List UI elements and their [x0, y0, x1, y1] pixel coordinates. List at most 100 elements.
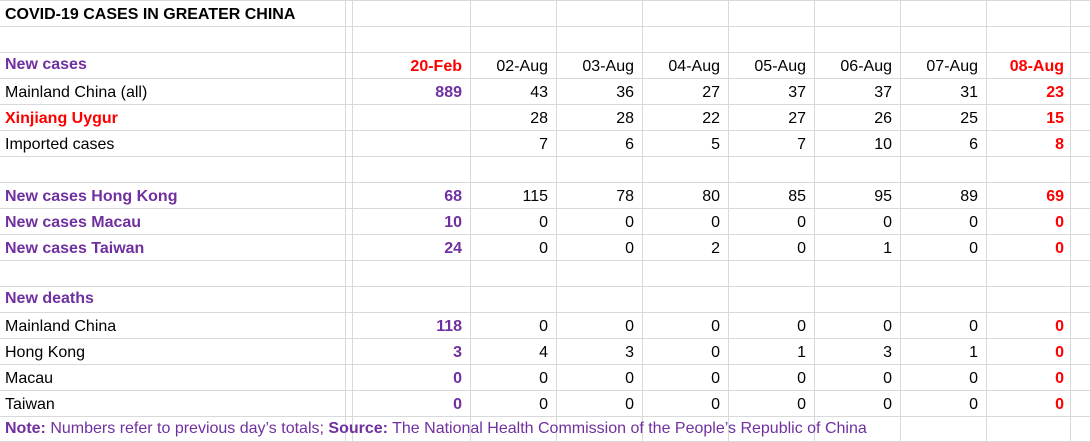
grid-row-line — [0, 338, 1090, 339]
row-label: Taiwan — [5, 396, 55, 413]
data-cell: 0 — [539, 318, 548, 335]
grid-row-line — [0, 364, 1090, 365]
data-cell: 2 — [711, 240, 720, 257]
data-cell: 68 — [444, 188, 462, 205]
date-header-cell: 05-Aug — [754, 58, 806, 75]
data-cell: 1 — [969, 344, 978, 361]
data-cell: 3 — [453, 344, 462, 361]
data-cell: 0 — [711, 396, 720, 413]
data-cell: 5 — [711, 136, 720, 153]
footnote: Note: Numbers refer to previous day’s to… — [5, 416, 867, 442]
date-header-cell: 08-Aug — [1009, 58, 1064, 75]
row-label: New cases Hong Kong — [5, 188, 178, 205]
data-cell: 0 — [539, 240, 548, 257]
grid-column-line — [814, 0, 815, 442]
grid-row-line — [0, 260, 1090, 261]
grid-row-line — [0, 390, 1090, 391]
grid-row-line — [0, 182, 1090, 183]
row-label: Mainland China — [5, 318, 117, 335]
data-cell: 0 — [1055, 344, 1064, 361]
grid-row-line — [0, 312, 1090, 313]
grid-column-line — [900, 0, 901, 442]
data-cell: 0 — [1055, 370, 1064, 387]
data-cell: 85 — [788, 188, 806, 205]
data-cell: 118 — [436, 318, 462, 335]
row-label: Xinjiang Uygur — [5, 110, 118, 127]
data-cell: 78 — [616, 188, 634, 205]
date-header-cell: 20-Feb — [410, 58, 462, 75]
data-cell: 0 — [797, 240, 806, 257]
data-cell: 0 — [625, 214, 634, 231]
data-cell: 15 — [1046, 110, 1064, 127]
data-cell: 26 — [874, 110, 892, 127]
grid-column-line — [556, 0, 557, 442]
data-cell: 0 — [1055, 318, 1064, 335]
data-cell: 0 — [539, 214, 548, 231]
data-cell: 0 — [453, 370, 462, 387]
note-text: Numbers refer to previous day’s totals; — [45, 420, 329, 437]
data-cell: 0 — [883, 370, 892, 387]
data-cell: 10 — [444, 214, 462, 231]
data-cell: 6 — [969, 136, 978, 153]
data-cell: 80 — [702, 188, 720, 205]
grid-row-line — [0, 104, 1090, 105]
new-deaths-header: New deaths — [5, 290, 94, 307]
data-cell — [382, 132, 462, 158]
data-cell: 37 — [788, 84, 806, 101]
source-label: Source: — [328, 420, 388, 437]
data-cell: 0 — [1055, 214, 1064, 231]
data-cell: 0 — [625, 370, 634, 387]
data-cell: 28 — [616, 110, 634, 127]
data-cell: 69 — [1046, 188, 1064, 205]
grid-row-line — [0, 286, 1090, 287]
data-cell: 0 — [797, 318, 806, 335]
grid-row-line — [0, 26, 1090, 27]
data-cell: 1 — [883, 240, 892, 257]
data-cell: 27 — [788, 110, 806, 127]
data-cell: 0 — [625, 240, 634, 257]
data-cell: 25 — [960, 110, 978, 127]
grid-row-line — [0, 234, 1090, 235]
sheet-title: COVID-19 CASES IN GREATER CHINA — [5, 6, 296, 23]
data-cell: 0 — [797, 396, 806, 413]
data-cell: 6 — [625, 136, 634, 153]
grid-column-line — [728, 0, 729, 442]
data-cell: 22 — [702, 110, 720, 127]
grid-row-line — [0, 156, 1090, 157]
data-cell: 0 — [625, 318, 634, 335]
data-cell: 31 — [960, 84, 978, 101]
grid-row-line — [0, 208, 1090, 209]
data-cell: 23 — [1046, 84, 1064, 101]
data-cell: 43 — [530, 84, 548, 101]
data-cell: 0 — [969, 214, 978, 231]
data-cell: 37 — [874, 84, 892, 101]
data-cell: 28 — [530, 110, 548, 127]
data-cell: 0 — [969, 370, 978, 387]
data-cell: 3 — [625, 344, 634, 361]
data-cell: 0 — [711, 214, 720, 231]
data-cell: 89 — [960, 188, 978, 205]
row-label: Macau — [5, 370, 54, 387]
data-cell: 0 — [711, 370, 720, 387]
data-cell: 0 — [969, 240, 978, 257]
data-cell: 889 — [435, 84, 462, 101]
grid-row-line — [0, 0, 1090, 1]
grid-column-line — [986, 0, 987, 442]
data-cell: 24 — [444, 240, 462, 257]
source-text: The National Health Commission of the Pe… — [387, 420, 867, 437]
data-cell: 0 — [883, 214, 892, 231]
data-cell: 0 — [453, 396, 462, 413]
data-cell: 36 — [616, 84, 634, 101]
data-cell: 0 — [969, 318, 978, 335]
grid-column-line — [470, 0, 471, 442]
data-cell: 115 — [522, 188, 548, 205]
data-cell: 0 — [711, 344, 720, 361]
row-label: Imported cases — [5, 136, 115, 153]
row-label: New cases Taiwan — [5, 240, 145, 257]
date-header-cell: 06-Aug — [840, 58, 892, 75]
grid-row-line — [0, 416, 1090, 417]
data-cell: 0 — [711, 318, 720, 335]
data-cell: 7 — [797, 136, 806, 153]
data-cell — [382, 106, 462, 132]
